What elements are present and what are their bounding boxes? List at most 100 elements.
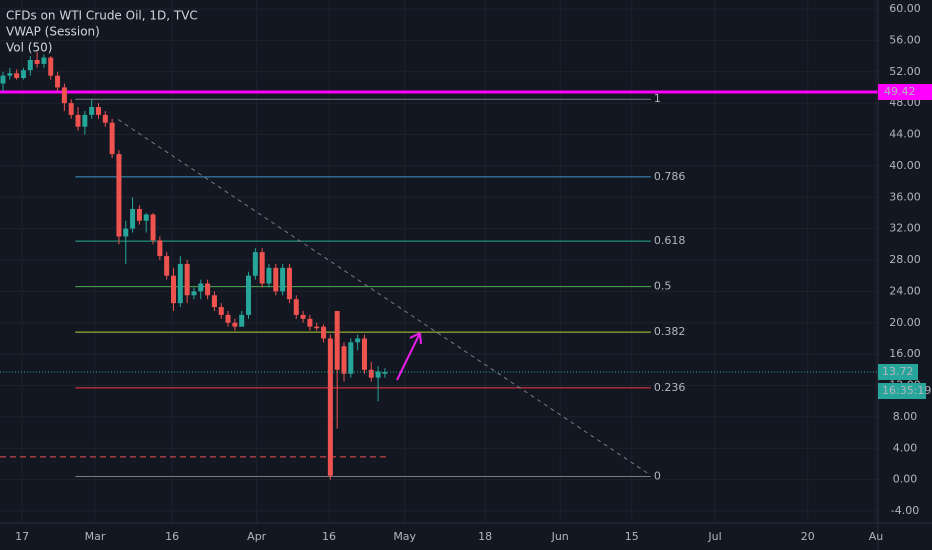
fib-label: 0.786 (654, 170, 686, 183)
candle-body (205, 283, 211, 296)
candle-body (89, 107, 95, 115)
candle-body (286, 267, 292, 300)
y-tick-label: 44.00 (889, 128, 921, 141)
y-tick-label: 24.00 (889, 284, 921, 297)
x-tick-label: 15 (625, 530, 639, 543)
candle-body (293, 299, 299, 315)
fib-label: 0 (654, 469, 661, 482)
candle-body (341, 346, 347, 374)
candle-body (0, 75, 6, 84)
candle-body (95, 107, 101, 115)
candle-body (252, 252, 258, 276)
y-tick-label: 40.00 (889, 159, 921, 172)
candle-body (14, 73, 20, 79)
x-tick-label: 17 (15, 530, 29, 543)
candle-body (82, 114, 88, 127)
fib-label: 0.618 (654, 234, 686, 247)
candle-body (239, 314, 245, 327)
y-tick-label: -4.00 (891, 504, 919, 517)
x-tick-label: 18 (478, 530, 492, 543)
candle-body (334, 310, 340, 370)
candle-body (75, 114, 81, 127)
x-tick-label: Mar (85, 530, 106, 543)
y-tick-label: 36.00 (889, 190, 921, 203)
candle-body (157, 240, 163, 257)
candle-body (109, 122, 115, 155)
x-tick-label: Jun (551, 530, 569, 543)
trendline (117, 119, 651, 476)
candle-body (41, 57, 47, 64)
indicator-label: VWAP (Session) (6, 25, 100, 39)
countdown-bg (878, 383, 926, 400)
x-tick-label: Au (869, 530, 884, 543)
y-tick-label: 4.00 (893, 441, 918, 454)
x-tick-label: May (393, 530, 416, 543)
candle-body (48, 57, 54, 76)
candle-body (321, 326, 327, 339)
candle-body (116, 154, 122, 237)
countdown-label: 16:35:19 (882, 384, 931, 397)
fib-label: 0.5 (654, 280, 672, 293)
candle-body (136, 209, 142, 221)
candle-body (7, 73, 13, 76)
y-tick-label: 32.00 (889, 222, 921, 235)
y-tick-label: 0.00 (893, 473, 918, 486)
y-tick-label: 60.00 (889, 2, 921, 15)
candle-body (348, 342, 354, 374)
fib-label: 0.382 (654, 325, 686, 338)
y-tick-label: 20.00 (889, 316, 921, 329)
candle-body (170, 275, 176, 304)
candle-body (300, 314, 306, 319)
current-price-bg (878, 364, 918, 381)
candle-body (355, 338, 361, 343)
arrow-annotation (396, 332, 422, 381)
candle-body (361, 338, 367, 370)
candle-body (218, 307, 224, 315)
plot: 1 0.786 0.618 0.5 0.382 0.236 0 (0, 52, 878, 482)
candle-body (27, 59, 33, 71)
candle-body (68, 103, 74, 115)
candle-body (34, 59, 40, 64)
candle-body (198, 283, 204, 292)
candle-body (61, 87, 67, 104)
grid (0, 0, 878, 523)
candle-body (314, 326, 320, 329)
candle-body (266, 267, 272, 284)
candle-body (184, 263, 190, 296)
x-tick-label: 16 (165, 530, 179, 543)
candle-body (150, 214, 156, 241)
x-tick-label: Jul (707, 530, 721, 543)
candle-body (368, 369, 374, 378)
candle-body (280, 267, 286, 292)
candle-body (20, 70, 26, 79)
x-tick-label: 20 (801, 530, 815, 543)
candle-body (143, 214, 149, 221)
x-tick-label: 16 (322, 530, 336, 543)
candle-body (307, 318, 313, 327)
candle-body (327, 338, 333, 476)
price-label: 49.42 (884, 85, 916, 98)
y-tick-label: 28.00 (889, 253, 921, 266)
axes: 60.0056.0052.0048.0044.0040.0036.0032.00… (15, 2, 932, 543)
candle-body (102, 114, 108, 123)
candle-body (246, 275, 252, 315)
candle-body (225, 314, 231, 323)
indicator-label: Vol (50) (6, 41, 52, 55)
candle-body (130, 209, 136, 229)
candle-body (382, 372, 388, 374)
candle-body (177, 263, 183, 304)
y-tick-label: 52.00 (889, 65, 921, 78)
y-tick-label: 8.00 (893, 410, 918, 423)
fib-label: 1 (654, 92, 661, 105)
y-tick-label: 16.00 (889, 347, 921, 360)
fib-label: 0.236 (654, 381, 686, 394)
candle-body (211, 295, 217, 308)
candle-body (259, 252, 265, 284)
price-label-bg (878, 83, 932, 100)
candle-body (191, 291, 197, 296)
candle-body (232, 322, 238, 327)
current-price-label: 13.72 (882, 365, 914, 378)
y-tick-label: 56.00 (889, 33, 921, 46)
